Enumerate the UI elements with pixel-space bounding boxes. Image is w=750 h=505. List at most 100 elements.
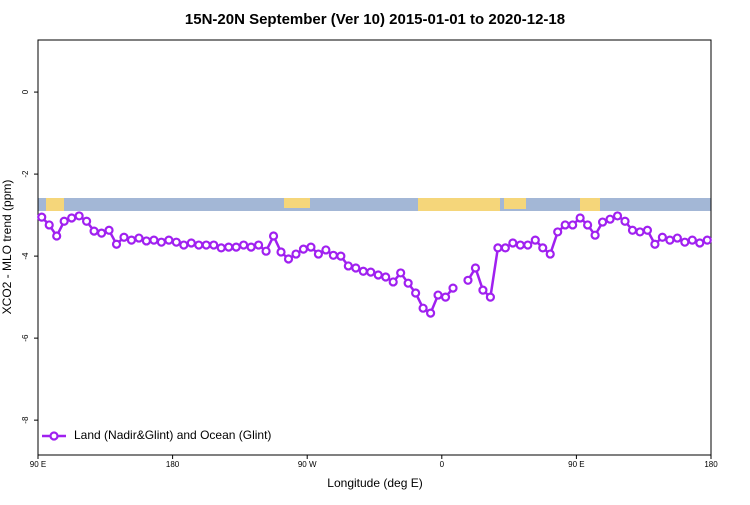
- data-point: [470, 263, 481, 273]
- land-patch: [46, 198, 64, 211]
- data-point: [702, 235, 712, 245]
- data-point: [126, 235, 137, 245]
- data-point: [194, 240, 204, 250]
- x-tick-label: 180: [166, 460, 180, 469]
- data-point: [366, 267, 376, 277]
- land-patch: [580, 198, 600, 211]
- data-point: [635, 227, 645, 237]
- data-point: [351, 263, 361, 273]
- y-axis-label: XCO2 - MLO trend (ppm): [0, 180, 14, 315]
- chart-title: 15N-20N September (Ver 10) 2015-01-01 to…: [185, 11, 565, 28]
- data-point: [156, 237, 166, 247]
- data-point: [597, 217, 608, 227]
- x-axis-label: Longitude (deg E): [327, 476, 422, 490]
- land-patch: [504, 198, 526, 209]
- data-point: [246, 242, 256, 252]
- data-point: [665, 235, 675, 245]
- data-point: [650, 239, 660, 249]
- data-point: [253, 240, 264, 250]
- data-point: [433, 290, 443, 300]
- data-point: [485, 292, 496, 302]
- data-point: [396, 268, 406, 278]
- data-point: [276, 247, 286, 257]
- y-tick-label: -4: [21, 252, 30, 260]
- data-point: [657, 232, 667, 242]
- data-point: [687, 235, 697, 245]
- data-point: [171, 237, 181, 247]
- data-point: [209, 240, 219, 250]
- data-point: [523, 240, 533, 250]
- x-tick-label: 90 E: [568, 460, 584, 469]
- data-point: [321, 245, 331, 255]
- data-point: [111, 239, 122, 249]
- data-point: [283, 254, 294, 264]
- data-point: [224, 242, 234, 252]
- data-point: [141, 236, 152, 246]
- data-point: [59, 216, 69, 226]
- data-point: [411, 288, 421, 298]
- data-point: [74, 211, 84, 221]
- data-point: [186, 238, 196, 248]
- map-strip: [38, 198, 711, 211]
- data-point: [119, 232, 129, 242]
- data-point: [695, 238, 705, 248]
- data-point: [448, 283, 458, 293]
- x-tick-label: 0: [440, 460, 445, 469]
- data-point: [52, 231, 62, 241]
- data-point: [463, 275, 473, 285]
- data-point: [313, 249, 324, 259]
- data-point: [672, 233, 682, 243]
- data-point: [67, 213, 77, 223]
- data-point: [538, 243, 548, 253]
- data-point: [418, 303, 428, 313]
- land-patch: [284, 198, 310, 208]
- data-point: [530, 235, 540, 245]
- data-point: [500, 243, 510, 253]
- data-point: [149, 235, 159, 245]
- x-tick-label: 180: [704, 460, 718, 469]
- data-point: [336, 251, 346, 261]
- data-point: [179, 240, 189, 250]
- legend-marker: [49, 431, 59, 441]
- data-point: [553, 227, 563, 237]
- data-point: [82, 216, 92, 226]
- data-point: [328, 250, 338, 260]
- data-point: [231, 242, 241, 252]
- data-point: [568, 220, 578, 230]
- data-point: [605, 214, 615, 224]
- data-point: [44, 220, 54, 230]
- data-point: [590, 230, 600, 240]
- land-patch: [418, 198, 500, 211]
- data-point: [583, 220, 593, 230]
- data-point: [164, 235, 174, 245]
- data-point: [104, 225, 114, 235]
- x-tick-label: 90 E: [30, 460, 46, 469]
- ocean-strip: [38, 198, 711, 211]
- data-point: [381, 272, 391, 282]
- data-point: [680, 237, 690, 247]
- data-point: [358, 266, 368, 276]
- data-point: [201, 240, 211, 250]
- data-point: [343, 261, 353, 271]
- data-point: [575, 213, 585, 223]
- data-point: [89, 226, 99, 236]
- legend: Land (Nadir&Glint) and Ocean (Glint): [42, 428, 271, 442]
- data-point: [642, 225, 653, 235]
- data-point: [508, 238, 518, 248]
- data-point: [560, 220, 570, 230]
- data-point: [261, 246, 271, 256]
- data-point: [306, 242, 316, 252]
- data-point: [425, 308, 436, 318]
- data-point: [620, 216, 630, 226]
- data-point: [627, 225, 638, 235]
- plot-frame: [37, 39, 712, 456]
- data-point: [268, 231, 279, 241]
- data-point: [96, 228, 107, 238]
- data-point: [37, 212, 47, 222]
- y-tick-label: -8: [21, 416, 30, 424]
- y-tick-label: -2: [21, 170, 30, 178]
- data-point: [440, 292, 451, 302]
- data-point: [612, 211, 623, 221]
